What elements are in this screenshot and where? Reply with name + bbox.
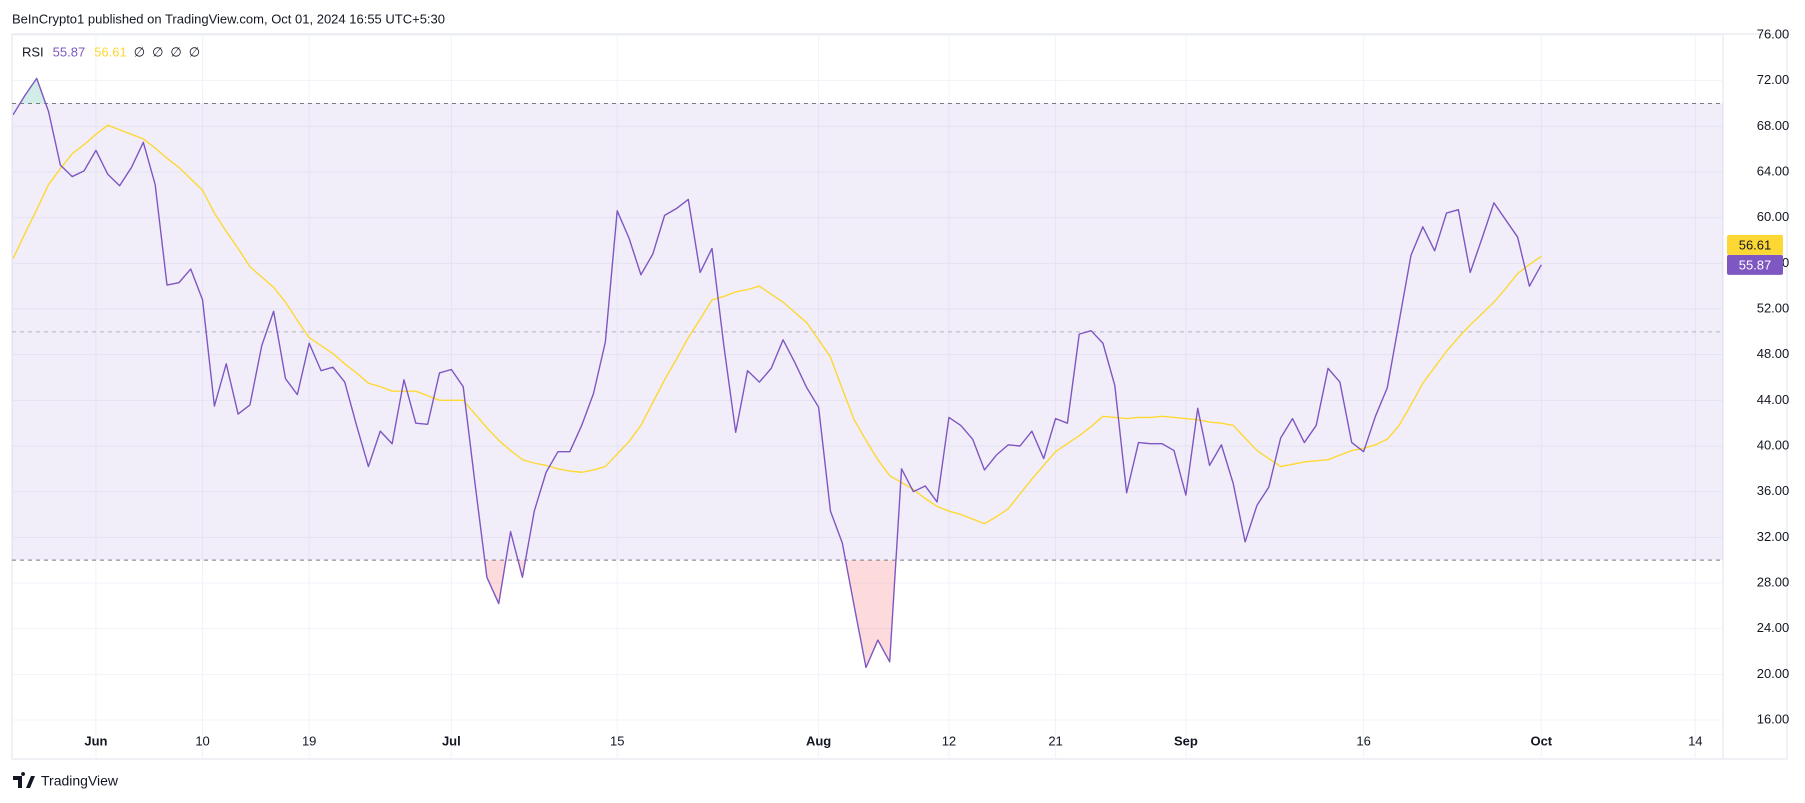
x-tick-label: Oct: [1530, 733, 1552, 748]
legend-input: ∅: [152, 44, 163, 59]
y-tick-label: 32.00: [1757, 529, 1790, 544]
x-tick-label: 15: [610, 733, 624, 748]
legend-value: 56.61: [94, 44, 127, 59]
y-tick-label: 44.00: [1757, 392, 1790, 407]
y-tick-label: 16.00: [1757, 711, 1790, 726]
last-value-label: 55.87: [1739, 257, 1772, 272]
x-tick-label: Sep: [1174, 733, 1198, 748]
y-tick-label: 28.00: [1757, 574, 1790, 589]
y-tick-label: 72.00: [1757, 72, 1790, 87]
y-tick-label: 24.00: [1757, 620, 1790, 635]
x-tick-label: 14: [1688, 733, 1702, 748]
x-tick-label: Jul: [442, 733, 461, 748]
last-value-box: [1727, 234, 1783, 255]
y-tick-label: 36.00: [1757, 483, 1790, 498]
y-tick-label: 52.00: [1757, 300, 1790, 315]
y-tick-label: 68.00: [1757, 118, 1790, 133]
y-tick-label: 64.00: [1757, 163, 1790, 178]
x-tick-label: Jun: [84, 733, 107, 748]
legend-input: ∅: [134, 44, 145, 59]
rsi-line: [13, 77, 1542, 669]
x-tick-label: 19: [302, 733, 316, 748]
x-tick-label: 12: [942, 733, 956, 748]
logo-mark: [13, 772, 35, 788]
y-tick-label: 60.00: [1757, 209, 1790, 224]
x-tick-label: 10: [195, 733, 209, 748]
x-tick-label: 21: [1048, 733, 1062, 748]
y-tick-label: 40.00: [1757, 437, 1790, 452]
y-tick-label: 76.00: [1757, 26, 1790, 41]
legend-input: ∅: [189, 44, 200, 59]
footer-brand: TradingView: [41, 773, 119, 789]
rsi-ma-line: [13, 124, 1542, 525]
last-value-label: 56.61: [1739, 237, 1772, 252]
y-tick-label: 48.00: [1757, 346, 1790, 361]
legend-input: ∅: [170, 44, 181, 59]
y-tick-label: 20.00: [1757, 666, 1790, 681]
legend-value: 55.87: [53, 44, 86, 59]
tradingview-logo: TradingView: [13, 772, 119, 789]
publish-header: BeInCrypto1 published on TradingView.com…: [12, 11, 445, 26]
x-tick-label: Aug: [806, 733, 831, 748]
legend-name: RSI: [22, 44, 44, 59]
last-value-box: [1727, 254, 1783, 275]
x-tick-label: 16: [1356, 733, 1370, 748]
